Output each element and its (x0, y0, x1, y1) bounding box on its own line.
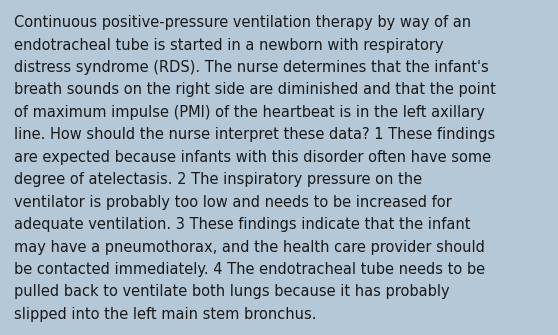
Text: slipped into the left main stem bronchus.: slipped into the left main stem bronchus… (14, 307, 316, 322)
Text: line. How should the nurse interpret these data? 1 These findings: line. How should the nurse interpret the… (14, 127, 495, 142)
Text: pulled back to ventilate both lungs because it has probably: pulled back to ventilate both lungs beca… (14, 284, 450, 299)
Text: are expected because infants with this disorder often have some: are expected because infants with this d… (14, 150, 491, 165)
Text: Continuous positive-pressure ventilation therapy by way of an: Continuous positive-pressure ventilation… (14, 15, 471, 30)
Text: degree of atelectasis. 2 The inspiratory pressure on the: degree of atelectasis. 2 The inspiratory… (14, 172, 422, 187)
Text: of maximum impulse (PMI) of the heartbeat is in the left axillary: of maximum impulse (PMI) of the heartbea… (14, 105, 485, 120)
Text: adequate ventilation. 3 These findings indicate that the infant: adequate ventilation. 3 These findings i… (14, 217, 470, 232)
Text: be contacted immediately. 4 The endotracheal tube needs to be: be contacted immediately. 4 The endotrac… (14, 262, 485, 277)
Text: may have a pneumothorax, and the health care provider should: may have a pneumothorax, and the health … (14, 240, 485, 255)
Text: endotracheal tube is started in a newborn with respiratory: endotracheal tube is started in a newbor… (14, 38, 444, 53)
Text: breath sounds on the right side are diminished and that the point: breath sounds on the right side are dimi… (14, 82, 496, 97)
Text: ventilator is probably too low and needs to be increased for: ventilator is probably too low and needs… (14, 195, 451, 210)
Text: distress syndrome (RDS). The nurse determines that the infant's: distress syndrome (RDS). The nurse deter… (14, 60, 489, 75)
